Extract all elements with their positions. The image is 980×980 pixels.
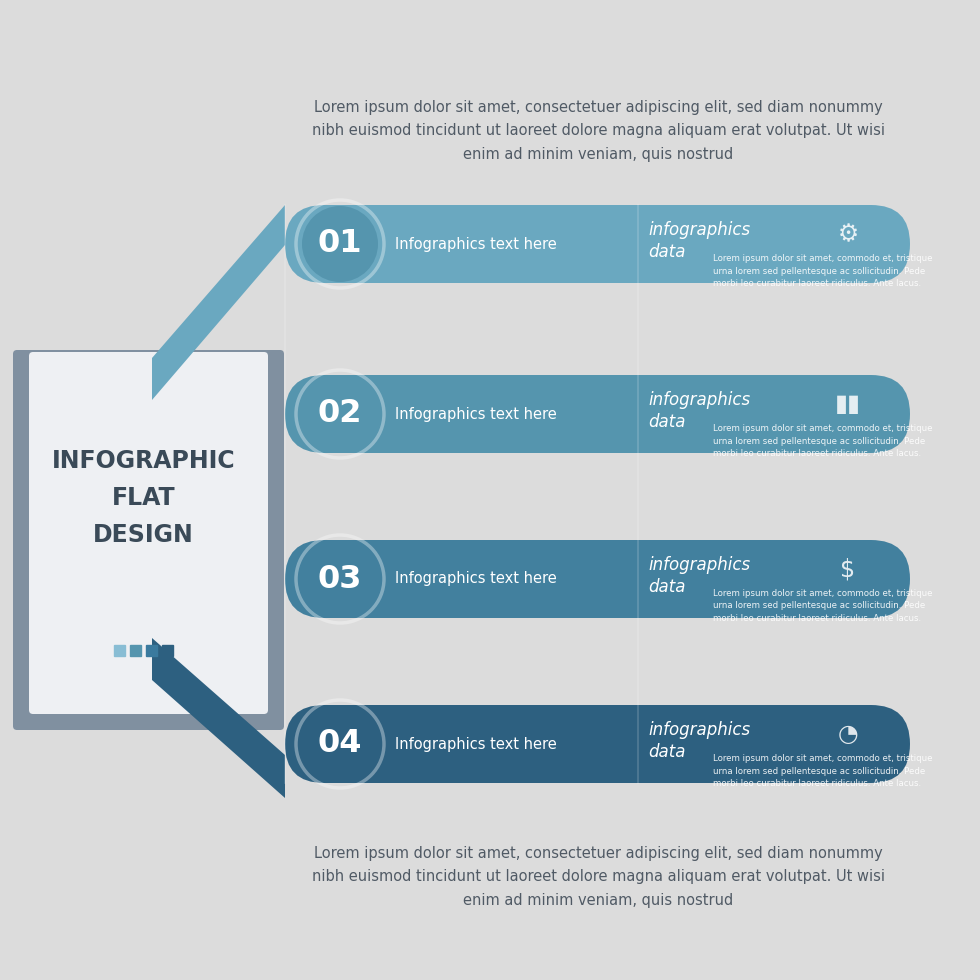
Circle shape	[302, 376, 378, 452]
Text: 04: 04	[318, 728, 363, 760]
Text: $: $	[841, 557, 856, 581]
Bar	[114, 645, 125, 656]
Text: 01: 01	[318, 228, 363, 260]
Polygon shape	[152, 638, 285, 798]
Circle shape	[302, 706, 378, 782]
Text: data: data	[648, 243, 685, 261]
FancyBboxPatch shape	[285, 540, 910, 618]
Circle shape	[302, 206, 378, 282]
Text: Lorem ipsum dolor sit amet, commodo et, tristique
urna lorem sed pellentesque ac: Lorem ipsum dolor sit amet, commodo et, …	[713, 754, 933, 788]
Text: Lorem ipsum dolor sit amet, commodo et, tristique
urna lorem sed pellentesque ac: Lorem ipsum dolor sit amet, commodo et, …	[713, 254, 933, 288]
Text: data: data	[648, 413, 685, 431]
FancyBboxPatch shape	[13, 350, 284, 730]
FancyBboxPatch shape	[285, 205, 910, 283]
Text: Infographics text here: Infographics text here	[395, 236, 557, 252]
Text: infographics: infographics	[648, 391, 750, 409]
Text: Lorem ipsum dolor sit amet, consectetuer adipiscing elit, sed diam nonummy
nibh : Lorem ipsum dolor sit amet, consectetuer…	[312, 846, 885, 907]
Bar	[146, 645, 157, 656]
FancyBboxPatch shape	[285, 705, 910, 783]
Text: Infographics text here: Infographics text here	[395, 737, 557, 752]
Polygon shape	[152, 205, 285, 400]
Text: data: data	[648, 743, 685, 761]
Text: Infographics text here: Infographics text here	[395, 407, 557, 421]
Text: Lorem ipsum dolor sit amet, consectetuer adipiscing elit, sed diam nonummy
nibh : Lorem ipsum dolor sit amet, consectetuer…	[312, 100, 885, 162]
FancyBboxPatch shape	[285, 375, 910, 453]
Text: Infographics text here: Infographics text here	[395, 571, 557, 586]
FancyBboxPatch shape	[29, 352, 268, 714]
Text: infographics: infographics	[648, 721, 750, 739]
Text: data: data	[648, 578, 685, 596]
Text: 03: 03	[318, 564, 363, 595]
Text: infographics: infographics	[648, 221, 750, 239]
Text: 02: 02	[318, 399, 363, 429]
Text: ⚙: ⚙	[838, 222, 858, 246]
Bar	[130, 645, 141, 656]
Text: ◔: ◔	[838, 722, 858, 746]
Circle shape	[302, 541, 378, 617]
Text: Lorem ipsum dolor sit amet, commodo et, tristique
urna lorem sed pellentesque ac: Lorem ipsum dolor sit amet, commodo et, …	[713, 589, 933, 623]
Text: ▮▮: ▮▮	[835, 392, 861, 416]
Text: INFOGRAPHIC
FLAT
DESIGN: INFOGRAPHIC FLAT DESIGN	[52, 449, 235, 547]
Bar	[162, 645, 173, 656]
Text: Lorem ipsum dolor sit amet, commodo et, tristique
urna lorem sed pellentesque ac: Lorem ipsum dolor sit amet, commodo et, …	[713, 424, 933, 458]
Text: infographics: infographics	[648, 556, 750, 574]
